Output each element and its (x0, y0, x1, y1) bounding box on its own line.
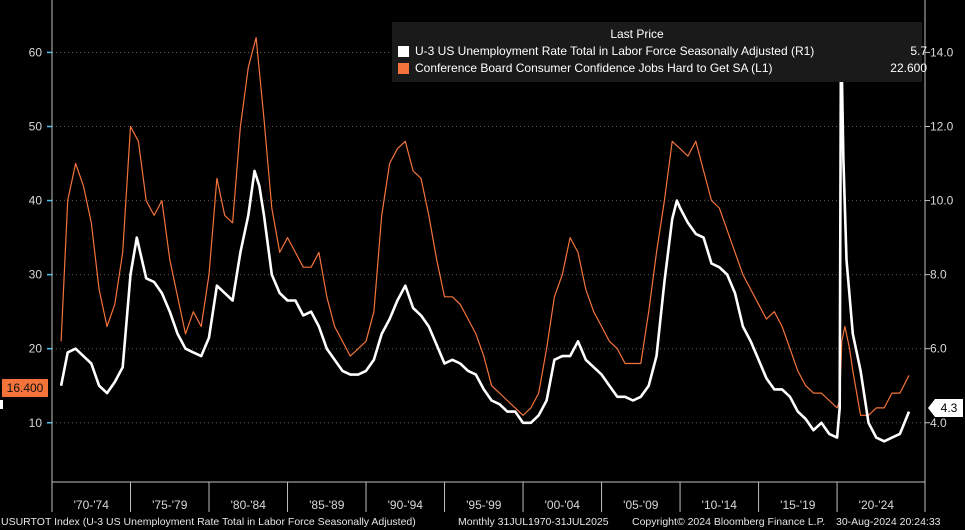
series-line-jobs-hard-to-get (60, 37, 910, 416)
x-tick-label: '95-'99 (466, 498, 502, 512)
x-tick-label: '90-'94 (388, 498, 424, 512)
x-tick-label: '15-'19 (780, 498, 816, 512)
footer: USURTOT Index (U-3 US Unemployment Rate … (0, 514, 965, 530)
right-tick-label: 10.0 (930, 194, 954, 208)
right-tick-label: 6.0 (930, 342, 947, 356)
legend: Last Price U-3 US Unemployment Rate Tota… (392, 22, 927, 82)
left-last-value-tag: 16.400 (2, 379, 48, 397)
right-tick-label: 4.0 (930, 416, 947, 430)
legend-item-jobs-hard-to-get: Conference Board Consumer Confidence Job… (398, 61, 927, 76)
legend-value-jobs-hard-to-get: 22.600 (890, 61, 927, 75)
left-tick-label: 50 (29, 120, 43, 134)
right-tick-label: 14.0 (930, 45, 954, 59)
left-axis: 10 20 30 40 50 60 (29, 0, 53, 512)
right-tick-label: 8.0 (930, 268, 947, 282)
footer-timestamp: 30-Aug-2024 20:24:33 (836, 516, 941, 528)
left-tick-label: 30 (29, 268, 43, 282)
left-tick-label: 40 (29, 194, 43, 208)
grid (52, 51, 925, 424)
x-tick-label: '85-'89 (309, 498, 345, 512)
x-tick-label: '05-'09 (623, 498, 659, 512)
footer-index: USURTOT Index (U-3 US Unemployment Rate … (1, 516, 416, 528)
x-tick-label: '75-'79 (152, 498, 188, 512)
footer-copyright: Copyright© 2024 Bloomberg Finance L.P. (632, 516, 826, 528)
x-tick-label: '80-'84 (231, 498, 267, 512)
series-line-unemployment (59, 25, 911, 443)
left-tick-label: 20 (29, 342, 43, 356)
legend-label-unemployment: U-3 US Unemployment Rate Total in Labor … (415, 44, 815, 58)
x-tick-label: '20-'24 (859, 498, 895, 512)
x-tick-label: '70-'74 (74, 498, 110, 512)
legend-swatch-unemployment (398, 46, 409, 57)
legend-value-unemployment: 5.7 (910, 44, 927, 58)
chart-area: 10 20 30 40 50 60 4.0 6.0 8.0 10.0 12.0 14.0 '70-'… (29, 0, 954, 512)
left-tick-label: 60 (29, 45, 43, 59)
x-tick-label: '10-'14 (702, 498, 738, 512)
right-tick-label: 12.0 (930, 120, 954, 134)
legend-item-unemployment: U-3 US Unemployment Rate Total in Labor … (398, 44, 927, 59)
legend-swatch-jobs-hard-to-get (398, 63, 409, 74)
right-last-value-tag: 4.3 (928, 399, 963, 417)
footer-range: Monthly 31JUL1970-31JUL2025 (458, 516, 609, 528)
left-tick-label: 10 (29, 416, 43, 430)
series-layer (59, 25, 911, 443)
legend-title: Last Price (610, 27, 664, 41)
x-tick-label: '00-'04 (545, 498, 581, 512)
legend-label-jobs-hard-to-get: Conference Board Consumer Confidence Job… (415, 61, 773, 75)
right-axis: 4.0 6.0 8.0 10.0 12.0 14.0 (924, 0, 954, 512)
x-axis: '70-'74 '75-'79 '80-'84 '85-'89 '90-'94 '95-'… (52, 481, 925, 512)
left-tag-marker (0, 400, 3, 409)
